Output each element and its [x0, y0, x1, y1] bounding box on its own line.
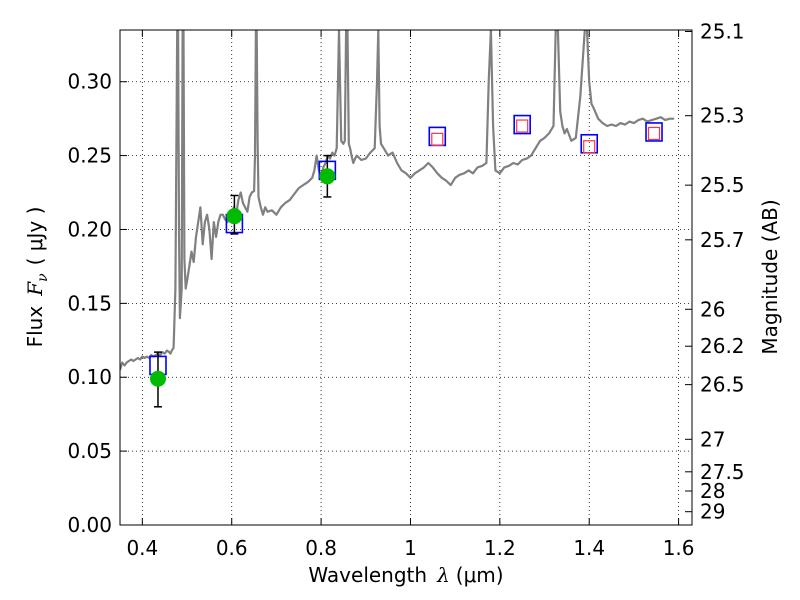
ticks-layer: 0.4 0.6 0.8 1 1.2 1.4 1.6 0.00 0.05 0.10 0.15 0.20 0… — [67, 19, 744, 560]
y2-tick-label: 27.5 — [700, 460, 745, 484]
predicted-flux-marker — [583, 140, 596, 154]
y2-tick-label: 25.5 — [700, 173, 745, 197]
predicted-flux-marker — [516, 119, 529, 133]
x-axis-symbol: λ — [436, 563, 450, 587]
y-axis-label: Flux Fν ( μJy ) — [23, 207, 51, 348]
predicted-flux-marker — [647, 126, 661, 141]
predicted-flux-marker — [431, 132, 444, 146]
y-tick-label: 0.00 — [67, 513, 112, 537]
model-band-flux-marker — [645, 122, 663, 142]
y-tick-label: 0.25 — [67, 144, 112, 168]
y-axis-subscript: ν — [35, 273, 51, 282]
x-tick-label: 1.4 — [573, 536, 605, 560]
x-axis-unit: (μm) — [456, 563, 504, 587]
x-tick-label: 1.6 — [663, 536, 695, 560]
model-band-flux-marker — [513, 114, 531, 135]
y-tick-label: 0.10 — [67, 365, 112, 389]
x-tick-label: 1 — [404, 536, 417, 560]
x-tick-label: 0.6 — [216, 536, 248, 560]
y2-tick-label: 25.7 — [700, 228, 745, 252]
y2-tick-label: 25.3 — [700, 104, 745, 128]
x-tick-label: 0.8 — [305, 536, 337, 560]
x-tick-label: 0.4 — [126, 536, 158, 560]
y-tick-label: 0.20 — [67, 217, 112, 241]
y-tick-label: 0.15 — [67, 291, 112, 315]
x-axis-label-text: Wavelength — [308, 563, 427, 587]
y2-tick-label: 27 — [700, 427, 725, 451]
observed-flux-point — [226, 208, 243, 225]
y-axis-symbol: F — [23, 281, 47, 297]
y-axis-label-text: Flux — [23, 306, 47, 348]
y2-tick-label: 25.1 — [700, 19, 745, 43]
observed-flux-point — [319, 168, 336, 185]
marks-layer — [149, 114, 663, 408]
model-spectrum-line — [120, 30, 675, 371]
x-axis-label: Wavelength λ (μm) — [308, 563, 503, 587]
y-axis-unit: ( μJy ) — [23, 207, 47, 266]
y2-tick-label: 26 — [700, 297, 725, 321]
y2-axis-label: Magnitude (AB) — [758, 199, 782, 354]
y2-tick-label: 26.2 — [700, 334, 745, 358]
y-tick-label: 0.05 — [67, 439, 112, 463]
y2-tick-label: 29 — [700, 500, 725, 524]
plot-frame — [119, 29, 693, 526]
x-tick-label: 1.2 — [484, 536, 516, 560]
y-tick-label: 0.30 — [67, 70, 112, 94]
y2-tick-label: 28 — [700, 479, 725, 503]
y2-tick-label: 26.5 — [700, 373, 745, 397]
observed-flux-point — [149, 370, 166, 387]
